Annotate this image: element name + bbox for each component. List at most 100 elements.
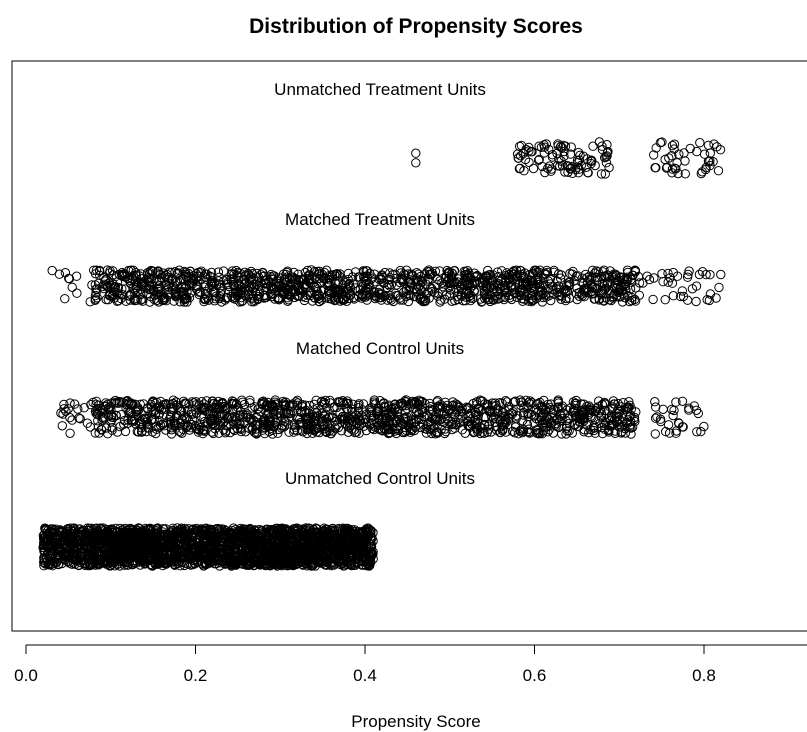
data-point xyxy=(691,405,702,415)
data-point xyxy=(343,280,354,290)
data-point xyxy=(594,294,604,304)
data-point xyxy=(557,429,567,439)
data-point xyxy=(294,282,304,293)
data-point xyxy=(90,406,101,416)
data-point xyxy=(556,156,566,166)
data-point xyxy=(428,405,438,415)
data-point xyxy=(70,399,80,409)
data-point xyxy=(268,404,279,414)
data-point xyxy=(367,423,377,434)
data-point xyxy=(229,281,240,292)
data-point xyxy=(292,539,303,549)
data-point xyxy=(65,428,75,438)
data-point xyxy=(609,269,619,279)
data-point xyxy=(692,146,702,157)
data-point xyxy=(136,295,146,305)
data-point xyxy=(266,284,277,294)
data-point xyxy=(270,399,280,409)
data-point xyxy=(545,279,555,289)
data-point xyxy=(529,295,539,305)
data-point xyxy=(224,281,234,292)
data-point xyxy=(425,401,435,412)
data-point xyxy=(505,277,515,288)
data-point xyxy=(221,293,232,303)
data-point xyxy=(380,420,390,431)
data-point xyxy=(564,418,574,429)
data-point xyxy=(611,275,621,285)
data-point xyxy=(406,415,416,425)
data-point xyxy=(198,425,208,436)
data-point xyxy=(419,412,429,422)
data-point xyxy=(103,429,113,439)
data-point xyxy=(179,529,189,539)
data-point xyxy=(332,402,342,413)
data-point xyxy=(225,427,235,438)
data-point xyxy=(407,396,417,407)
data-point xyxy=(361,415,371,425)
data-point xyxy=(604,162,614,173)
data-point xyxy=(101,423,112,433)
data-point xyxy=(518,271,528,282)
data-point xyxy=(303,419,313,429)
data-point xyxy=(651,163,661,173)
data-point xyxy=(171,277,181,288)
data-point xyxy=(514,164,525,174)
data-point xyxy=(694,269,705,280)
data-point xyxy=(366,525,376,536)
data-point xyxy=(657,137,667,147)
data-point xyxy=(696,426,706,437)
data-point xyxy=(461,275,471,285)
data-point xyxy=(291,274,301,285)
data-point xyxy=(473,403,484,413)
data-point xyxy=(677,396,688,406)
data-point xyxy=(397,427,408,437)
data-point xyxy=(181,272,191,282)
data-point xyxy=(582,401,592,412)
data-point xyxy=(586,411,596,421)
data-point xyxy=(179,297,190,307)
data-point xyxy=(510,396,520,406)
data-point xyxy=(110,537,121,547)
data-point xyxy=(384,281,395,291)
data-point xyxy=(459,266,469,276)
data-point xyxy=(705,148,715,158)
data-point xyxy=(369,269,380,279)
data-point xyxy=(488,270,498,280)
data-point xyxy=(248,283,259,293)
data-point xyxy=(447,424,457,435)
data-point xyxy=(316,417,326,427)
data-point xyxy=(712,142,722,152)
data-point xyxy=(671,164,681,174)
data-point xyxy=(601,158,612,168)
data-point xyxy=(714,282,724,293)
data-point xyxy=(510,428,520,438)
data-point xyxy=(400,412,411,423)
data-point xyxy=(108,412,119,423)
data-point xyxy=(214,272,224,282)
data-point xyxy=(194,287,205,297)
group-matched-control-units: Matched Control Units xyxy=(56,339,709,439)
data-point xyxy=(529,418,539,428)
data-point xyxy=(335,397,345,407)
data-point xyxy=(247,297,257,307)
data-point xyxy=(182,287,192,297)
data-point xyxy=(262,278,272,288)
data-point xyxy=(253,404,264,414)
data-point xyxy=(695,138,705,148)
data-point xyxy=(240,427,251,437)
data-point xyxy=(173,402,183,413)
data-point xyxy=(590,428,600,438)
data-point xyxy=(211,294,221,304)
data-point xyxy=(333,285,344,295)
data-point xyxy=(415,280,425,291)
data-point xyxy=(649,150,659,160)
data-point xyxy=(484,419,494,430)
data-point xyxy=(472,270,482,281)
data-point xyxy=(335,408,345,418)
data-point xyxy=(112,427,123,437)
data-point xyxy=(453,294,463,305)
data-point xyxy=(579,427,589,437)
data-point xyxy=(133,402,143,412)
data-point xyxy=(709,139,719,149)
data-point xyxy=(316,271,326,281)
